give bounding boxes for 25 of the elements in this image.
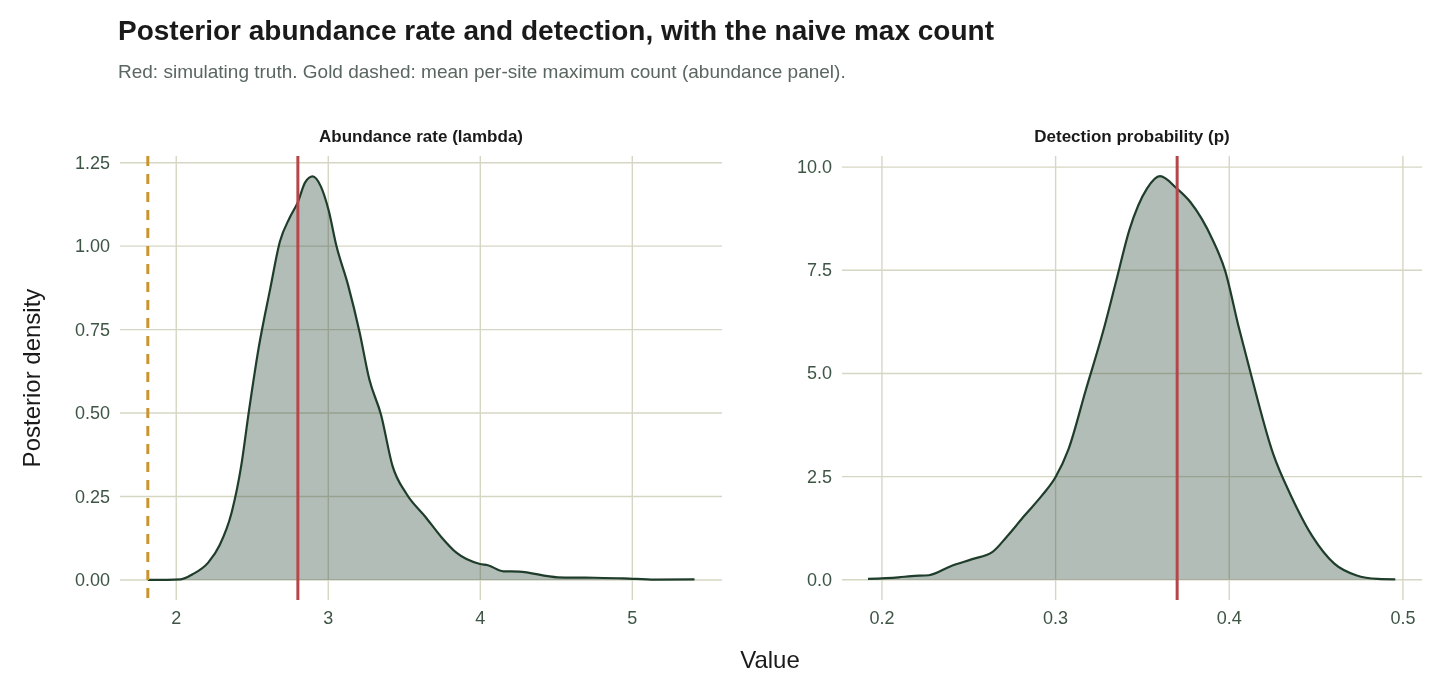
text: Red: simulating truth. Gold dashed: mean per-site maximum count (abundance panel). [118, 61, 846, 82]
y-tick-label: 0.0 [806, 569, 832, 590]
y-tick-label: 10.0 [796, 157, 832, 178]
y-axis-title: Posterior density [18, 288, 45, 468]
x-tick-label: 0.5 [1390, 608, 1416, 628]
text: Posterior abundance rate and detection, with the naive max count [118, 15, 994, 46]
y-tick-label: 0.00 [74, 569, 110, 590]
chart-title: Detection probability (p) [1034, 127, 1230, 146]
y-tick-label: 1.25 [74, 152, 110, 173]
y-tick-label: 0.75 [74, 319, 110, 340]
x-tick-label: 0.3 [1043, 608, 1069, 628]
x-tick-label: 2 [171, 608, 182, 628]
y-tick-label: 7.5 [806, 260, 832, 281]
y-tick-label: 1.00 [74, 236, 110, 257]
x-axis-title: Value [740, 646, 800, 673]
y-tick-label: 5.0 [806, 363, 832, 384]
y-tick-label: 2.5 [806, 466, 832, 487]
chart-title: Abundance rate (lambda) [318, 127, 524, 146]
x-tick-label: 0.2 [869, 608, 895, 628]
x-tick-label: 5 [627, 608, 638, 628]
x-tick-label: 3 [323, 608, 334, 628]
x-tick-label: 0.4 [1216, 608, 1242, 628]
y-tick-label: 0.25 [74, 486, 110, 507]
x-tick-label: 4 [475, 608, 486, 628]
y-tick-label: 0.50 [74, 403, 110, 424]
